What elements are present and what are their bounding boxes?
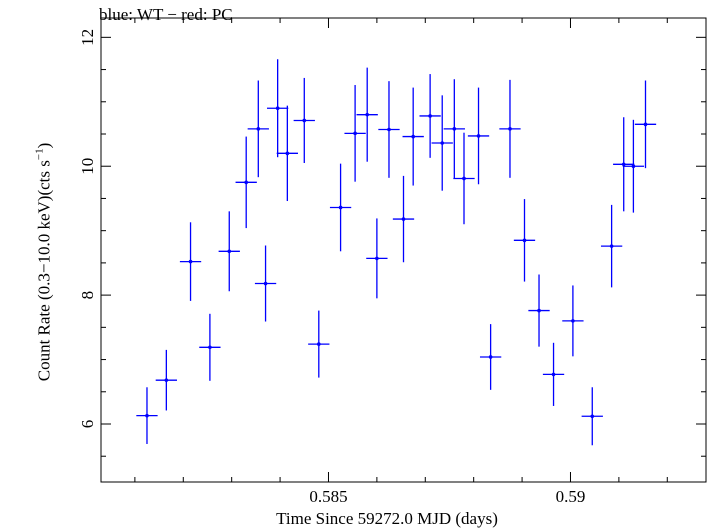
x-tick-label: 0.59 [556, 487, 586, 506]
data-point [467, 87, 490, 185]
data-point [366, 218, 388, 299]
x-tick-label: 0.585 [309, 487, 347, 506]
point-marker [537, 308, 541, 313]
data-point [293, 77, 315, 163]
data-point [179, 222, 202, 301]
point-marker [164, 378, 169, 382]
point-marker [263, 281, 268, 286]
point-marker [227, 249, 232, 254]
point-marker [452, 127, 457, 131]
point-marker [488, 355, 493, 359]
point-marker [338, 205, 343, 210]
point-marker [285, 151, 290, 156]
point-marker [590, 414, 595, 419]
data-point [254, 245, 277, 322]
data-point [542, 342, 565, 406]
point-marker [244, 180, 248, 185]
data-point [528, 274, 550, 347]
point-marker [145, 413, 149, 418]
data-point [155, 349, 177, 411]
y-tick-label: 10 [78, 158, 97, 175]
point-marker [302, 118, 307, 123]
data-point [513, 199, 536, 282]
chart-title: blue: WT − red: PC [99, 5, 233, 24]
data-point [356, 67, 378, 162]
point-marker [375, 256, 379, 261]
x-axis-label: Time Since 59272.0 MJD (days) [276, 509, 498, 528]
data-point [479, 324, 502, 390]
data-point [235, 136, 257, 229]
y-tick-label: 6 [78, 420, 97, 429]
point-marker [643, 122, 648, 127]
point-marker [411, 134, 415, 139]
data-point [600, 204, 623, 288]
data-point [276, 105, 298, 202]
data-points [136, 59, 657, 446]
data-point [308, 310, 330, 378]
point-marker [508, 127, 512, 131]
y-axis-label-close: ) [34, 142, 54, 149]
point-marker [476, 134, 481, 138]
axis-ticks [101, 18, 706, 482]
data-point [499, 79, 521, 178]
point-marker [387, 127, 391, 132]
point-marker [631, 164, 636, 169]
tick-labels: 6 8 10 12 0.585 0.59 [78, 29, 585, 506]
point-marker [522, 238, 527, 243]
point-marker [353, 131, 357, 136]
point-marker [551, 372, 556, 377]
data-point [136, 387, 158, 444]
data-point [344, 85, 366, 182]
data-point [562, 285, 584, 357]
data-point [419, 74, 441, 158]
data-point [267, 59, 289, 158]
data-point [581, 387, 603, 446]
data-point [329, 163, 352, 252]
data-point [634, 80, 657, 169]
point-marker [621, 162, 626, 167]
point-marker [256, 127, 261, 131]
data-point [378, 81, 400, 178]
point-marker [462, 176, 466, 181]
point-marker [317, 342, 321, 346]
data-point [431, 95, 453, 191]
data-point [453, 132, 475, 225]
y-axis-label: Count Rate (0.3−10.0 keV)(cts s−1) [34, 143, 55, 382]
data-point [622, 119, 645, 213]
point-marker [275, 106, 280, 111]
data-point [402, 87, 424, 186]
point-marker [571, 319, 575, 323]
point-marker [365, 112, 370, 117]
data-point [199, 313, 221, 381]
data-point [218, 211, 240, 292]
data-point [613, 117, 635, 212]
point-marker [609, 244, 614, 248]
y-tick-label: 8 [78, 291, 97, 300]
y-tick-label: 12 [78, 29, 97, 46]
point-marker [440, 141, 445, 145]
data-point [443, 79, 465, 179]
point-marker [188, 259, 193, 264]
point-marker [428, 114, 432, 118]
plot-frame [100, 17, 707, 483]
point-marker [401, 217, 406, 221]
point-marker [208, 345, 212, 350]
data-point [247, 80, 269, 178]
y-axis-label-main: Count Rate (0.3−10.0 keV)(cts s [34, 160, 54, 382]
data-point [392, 175, 415, 263]
y-axis-label-exponent: −1 [33, 148, 46, 161]
